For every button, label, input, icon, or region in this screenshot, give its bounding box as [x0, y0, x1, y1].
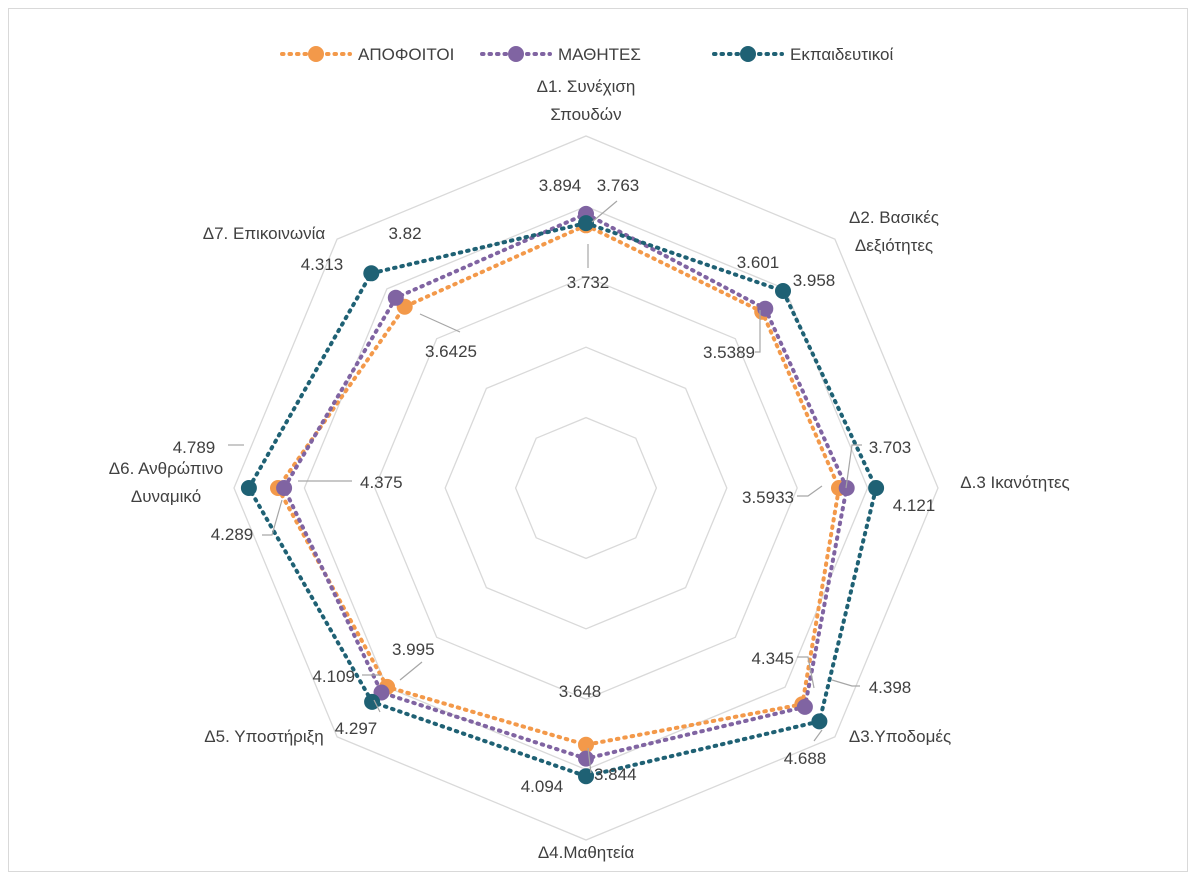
legend-label: ΜΑΘΗΤΕΣ: [558, 45, 641, 64]
data-label: 4.313: [301, 255, 344, 274]
data-label: 3.894: [539, 176, 582, 195]
data-point: [578, 215, 594, 232]
data-label: 3.844: [594, 765, 637, 784]
axis-label: Δεξιότητες: [855, 236, 933, 255]
data-point: [757, 300, 774, 317]
legend-item: Εκπαιδευτικοί: [712, 45, 894, 64]
data-point: [811, 713, 828, 730]
data-label: 3.5389: [703, 343, 755, 362]
axis-category-labels: Δ1. Συνέχιση Σπουδών Δ2. Βασικές Δεξιότητες…: [109, 77, 1070, 862]
data-label: 3.648: [559, 682, 602, 701]
data-label: 4.289: [211, 525, 254, 544]
leader-line: [419, 313, 461, 333]
axis-label: Δ2. Βασικές: [849, 208, 939, 227]
data-label: 3.601: [737, 253, 780, 272]
axis-label: Δ3.Υποδομές: [849, 727, 951, 746]
axis-label: Δ5. Υποστήριξη: [204, 727, 323, 746]
data-label: 3.995: [392, 640, 435, 659]
axis-label: Δ7. Επικοινωνία: [203, 224, 326, 243]
grid-ring: [514, 416, 658, 560]
legend-item: ΜΑΘΗΤΕΣ: [480, 45, 641, 64]
leader-line: [262, 499, 283, 536]
chart-area: [8, 8, 1188, 872]
data-point: [578, 750, 594, 767]
data-label: 4.121: [893, 496, 936, 515]
data-point: [363, 265, 380, 282]
leader-line: [831, 679, 860, 687]
axis-label: Δ4.Μαθητεία: [538, 843, 635, 862]
data-point: [868, 480, 885, 496]
leader-line: [591, 200, 618, 223]
leader-line: [797, 656, 815, 689]
data-label: 3.5933: [742, 488, 794, 507]
data-label: 3.703: [869, 438, 912, 457]
data-point: [796, 698, 813, 715]
data-label: 3.82: [388, 224, 421, 243]
legend-marker: [508, 46, 524, 62]
data-label: 3.763: [597, 176, 640, 195]
data-point: [578, 736, 594, 753]
data-label: 4.094: [521, 777, 564, 796]
data-label: 4.688: [784, 749, 827, 768]
series-2: [276, 205, 855, 767]
legend-marker: [740, 46, 756, 62]
data-label: 4.375: [360, 473, 403, 492]
legend: ΑΠΟΦΟΙΤΟΙ ΜΑΘΗΤΕΣ Εκπαιδευτικοί: [280, 45, 894, 64]
legend-item: ΑΠΟΦΟΙΤΟΙ: [280, 45, 454, 64]
axis-label: Σπουδών: [550, 105, 621, 124]
data-point: [364, 693, 381, 710]
data-label: 4.109: [312, 667, 355, 686]
data-point: [240, 480, 257, 496]
data-label: 3.6425: [425, 342, 477, 361]
leader-line: [845, 444, 862, 489]
data-label: 4.345: [751, 649, 794, 668]
data-label: 3.958: [793, 271, 836, 290]
axis-label: Δ6. Ανθρώπινο: [109, 459, 223, 478]
data-label: 4.789: [173, 438, 216, 457]
axis-label: Δ1. Συνέχιση: [537, 77, 636, 96]
legend-marker: [308, 46, 324, 62]
grid-ring: [374, 276, 798, 700]
leader-line: [587, 747, 592, 774]
legend-label: Εκπαιδευτικοί: [790, 45, 894, 64]
leader-line: [813, 729, 823, 742]
legend-label: ΑΠΟΦΟΙΤΟΙ: [358, 45, 454, 64]
leader-line: [755, 310, 761, 353]
value-labels: 3.732 3.5389 3.5933 4.345 3.648 3.995 4.375 3.6…: [173, 176, 936, 796]
axis-label: Δυναμικό: [131, 487, 201, 506]
data-point: [387, 289, 404, 306]
grid-ring: [233, 135, 939, 841]
data-label: 4.398: [869, 678, 912, 697]
leader-line: [373, 699, 381, 713]
data-label: 3.732: [567, 273, 610, 292]
data-point: [276, 480, 293, 496]
data-point: [578, 768, 594, 785]
leader-line: [797, 485, 823, 497]
leader-line: [399, 661, 423, 681]
data-point: [775, 283, 791, 299]
grid-ring: [444, 346, 728, 630]
axis-label: Δ.3 Ικανότητες: [960, 473, 1069, 492]
series-3: [240, 215, 885, 785]
data-point: [838, 480, 855, 496]
data-label: 4.297: [335, 719, 378, 738]
